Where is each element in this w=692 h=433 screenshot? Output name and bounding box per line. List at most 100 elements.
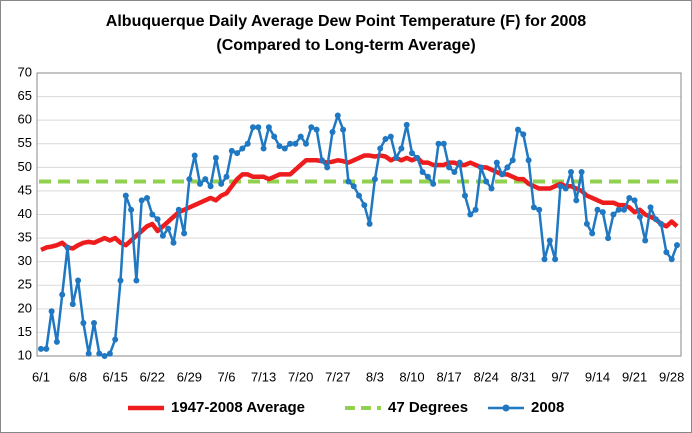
- data-point: [144, 194, 150, 201]
- data-point: [292, 140, 299, 147]
- data-point: [493, 159, 500, 166]
- data-point: [324, 164, 331, 171]
- data-point: [75, 277, 82, 284]
- data-point: [96, 350, 103, 357]
- data-point: [38, 345, 44, 352]
- y-tick-label: 45: [18, 182, 32, 197]
- data-point: [239, 145, 246, 152]
- data-point: [128, 206, 135, 213]
- data-point: [599, 209, 606, 216]
- data-point: [440, 140, 447, 147]
- data-point: [85, 350, 92, 357]
- data-point: [106, 350, 113, 357]
- data-point: [668, 256, 675, 263]
- data-point: [568, 169, 574, 176]
- data-point: [154, 216, 161, 223]
- data-point: [234, 150, 241, 157]
- x-tick-label: 8/31: [511, 369, 536, 384]
- y-tick-label: 25: [18, 277, 32, 292]
- data-point: [583, 220, 590, 227]
- data-point: [138, 197, 145, 204]
- data-point: [345, 178, 352, 185]
- data-point: [53, 338, 60, 345]
- data-point: [244, 140, 251, 147]
- x-tick-label: 8/3: [366, 369, 384, 384]
- data-point: [191, 152, 198, 159]
- data-point: [409, 150, 415, 157]
- data-point: [610, 211, 617, 218]
- data-point: [313, 126, 320, 133]
- data-point: [658, 220, 665, 227]
- data-point: [589, 230, 596, 237]
- data-point: [451, 169, 458, 176]
- y-tick-label: 65: [18, 88, 32, 103]
- data-point: [483, 178, 490, 185]
- data-point: [435, 140, 442, 147]
- data-point: [101, 353, 108, 359]
- data-point: [578, 169, 585, 176]
- data-point: [674, 242, 680, 249]
- data-point: [403, 121, 410, 128]
- data-point: [573, 197, 580, 204]
- data-point: [642, 237, 649, 244]
- legend-marker: [502, 404, 510, 412]
- x-tick-label: 7/20: [288, 369, 313, 384]
- legend-label: 1947-2008 Average: [171, 399, 305, 416]
- data-point: [308, 124, 315, 131]
- y-tick-label: 50: [18, 159, 32, 174]
- data-point: [165, 225, 172, 232]
- data-point: [366, 220, 373, 227]
- data-point: [260, 145, 267, 152]
- data-point: [159, 232, 166, 239]
- legend-label: 47 Degrees: [388, 399, 468, 416]
- y-tick-label: 70: [18, 64, 32, 79]
- data-point: [133, 277, 140, 284]
- data-point: [361, 202, 368, 209]
- y-tick-label: 30: [18, 253, 32, 268]
- data-point: [557, 183, 564, 190]
- data-point: [663, 249, 670, 256]
- data-point: [149, 211, 156, 218]
- data-point: [170, 239, 177, 246]
- data-point: [281, 145, 288, 152]
- data-point: [287, 140, 294, 147]
- x-tick-label: 9/7: [551, 369, 569, 384]
- data-point: [318, 157, 325, 164]
- data-point: [626, 194, 633, 201]
- data-point: [255, 124, 262, 131]
- x-tick-label: 6/22: [140, 369, 165, 384]
- data-point: [424, 173, 431, 180]
- x-tick-label: 8/10: [399, 369, 424, 384]
- data-point: [271, 133, 278, 140]
- data-point: [218, 180, 225, 187]
- data-point: [186, 176, 193, 183]
- legend-label: 2008: [531, 399, 564, 416]
- data-point: [430, 180, 437, 187]
- x-tick-label: 9/14: [585, 369, 610, 384]
- data-point: [80, 319, 87, 326]
- series-line: [40, 153, 679, 252]
- data-point: [175, 206, 182, 213]
- x-tick-label: 6/1: [32, 369, 50, 384]
- data-point: [636, 213, 643, 220]
- data-point: [356, 192, 362, 199]
- data-point: [303, 140, 309, 147]
- y-tick-label: 15: [18, 324, 32, 339]
- data-point: [621, 206, 627, 213]
- data-point: [197, 180, 203, 187]
- x-tick-label: 7/27: [325, 369, 350, 384]
- y-tick-label: 60: [18, 112, 32, 127]
- data-point: [499, 171, 506, 178]
- data-point: [504, 164, 511, 171]
- data-point: [91, 319, 97, 326]
- y-tick-label: 40: [18, 206, 32, 221]
- data-point: [382, 136, 389, 143]
- data-point: [546, 237, 553, 244]
- data-point: [509, 157, 516, 164]
- data-point: [594, 206, 601, 213]
- data-point: [340, 126, 347, 133]
- data-point: [525, 157, 532, 164]
- x-tick-label: 6/29: [177, 369, 202, 384]
- x-tick-label: 6/8: [69, 369, 87, 384]
- data-point: [387, 133, 394, 140]
